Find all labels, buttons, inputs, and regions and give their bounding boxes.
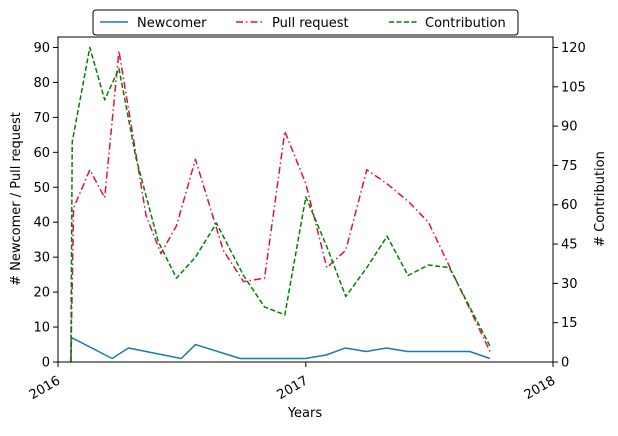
y-left-tick-label: 60 [33, 146, 50, 161]
y-left-tick-label: 70 [33, 111, 50, 126]
y-right-tick-label: 0 [561, 356, 569, 371]
legend-label-pull-request: Pull request [272, 16, 349, 31]
y-axis-left-title: # Newcomer / Pull request [9, 112, 24, 286]
y-left-tick-label: 80 [33, 76, 50, 91]
series-line-newcomer [70, 336, 491, 363]
y-right-tick-label: 45 [561, 238, 578, 253]
y-right-tick-label: 90 [561, 120, 578, 135]
legend-label-contribution: Contribution [425, 16, 506, 31]
y-left-tick-label: 50 [33, 181, 50, 196]
y-right-tick-label: 105 [561, 80, 586, 95]
y-right-tick-label: 30 [561, 277, 578, 292]
y-left-tick-label: 20 [33, 286, 50, 301]
y-right-tick-label: 60 [561, 198, 578, 213]
y-right-tick-label: 120 [561, 41, 586, 56]
legend-label-newcomer: Newcomer [137, 16, 207, 31]
series-line-pull-request [70, 50, 491, 363]
y-left-tick-label: 0 [42, 356, 50, 371]
legend-frame [92, 9, 519, 36]
y-axis-right-title: # Contribution [593, 151, 608, 247]
x-axis-title: Years [287, 406, 323, 421]
axis-layer: 0102030405060708090015304560759010512020… [27, 41, 586, 403]
series-line-contribution [70, 46, 491, 363]
y-right-tick-label: 15 [561, 316, 578, 331]
y-right-tick-label: 75 [561, 159, 578, 174]
y-left-tick-label: 10 [33, 321, 50, 336]
y-left-tick-label: 40 [33, 216, 50, 231]
y-left-tick-label: 90 [33, 41, 50, 56]
legend: Newcomer Pull request Contribution [92, 9, 519, 36]
series-layer [70, 46, 491, 363]
y-left-tick-label: 30 [33, 251, 50, 266]
